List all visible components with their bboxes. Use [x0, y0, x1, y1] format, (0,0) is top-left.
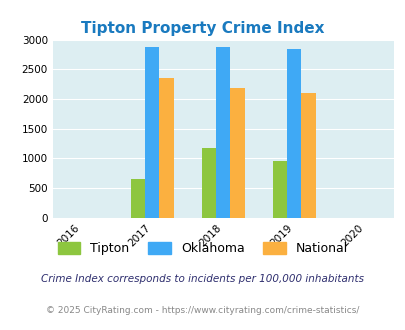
Bar [201, 148, 215, 218]
Bar [216, 47, 230, 218]
Bar [273, 161, 287, 218]
Bar [301, 93, 315, 218]
Bar [287, 49, 301, 218]
Legend: Tipton, Oklahoma, National: Tipton, Oklahoma, National [53, 237, 352, 260]
Text: Crime Index corresponds to incidents per 100,000 inhabitants: Crime Index corresponds to incidents per… [41, 274, 364, 284]
Text: Tipton Property Crime Index: Tipton Property Crime Index [81, 21, 324, 36]
Bar [159, 78, 173, 218]
Bar [145, 47, 159, 218]
Text: © 2025 CityRating.com - https://www.cityrating.com/crime-statistics/: © 2025 CityRating.com - https://www.city… [46, 306, 359, 315]
Bar [130, 179, 145, 218]
Bar [230, 88, 244, 218]
